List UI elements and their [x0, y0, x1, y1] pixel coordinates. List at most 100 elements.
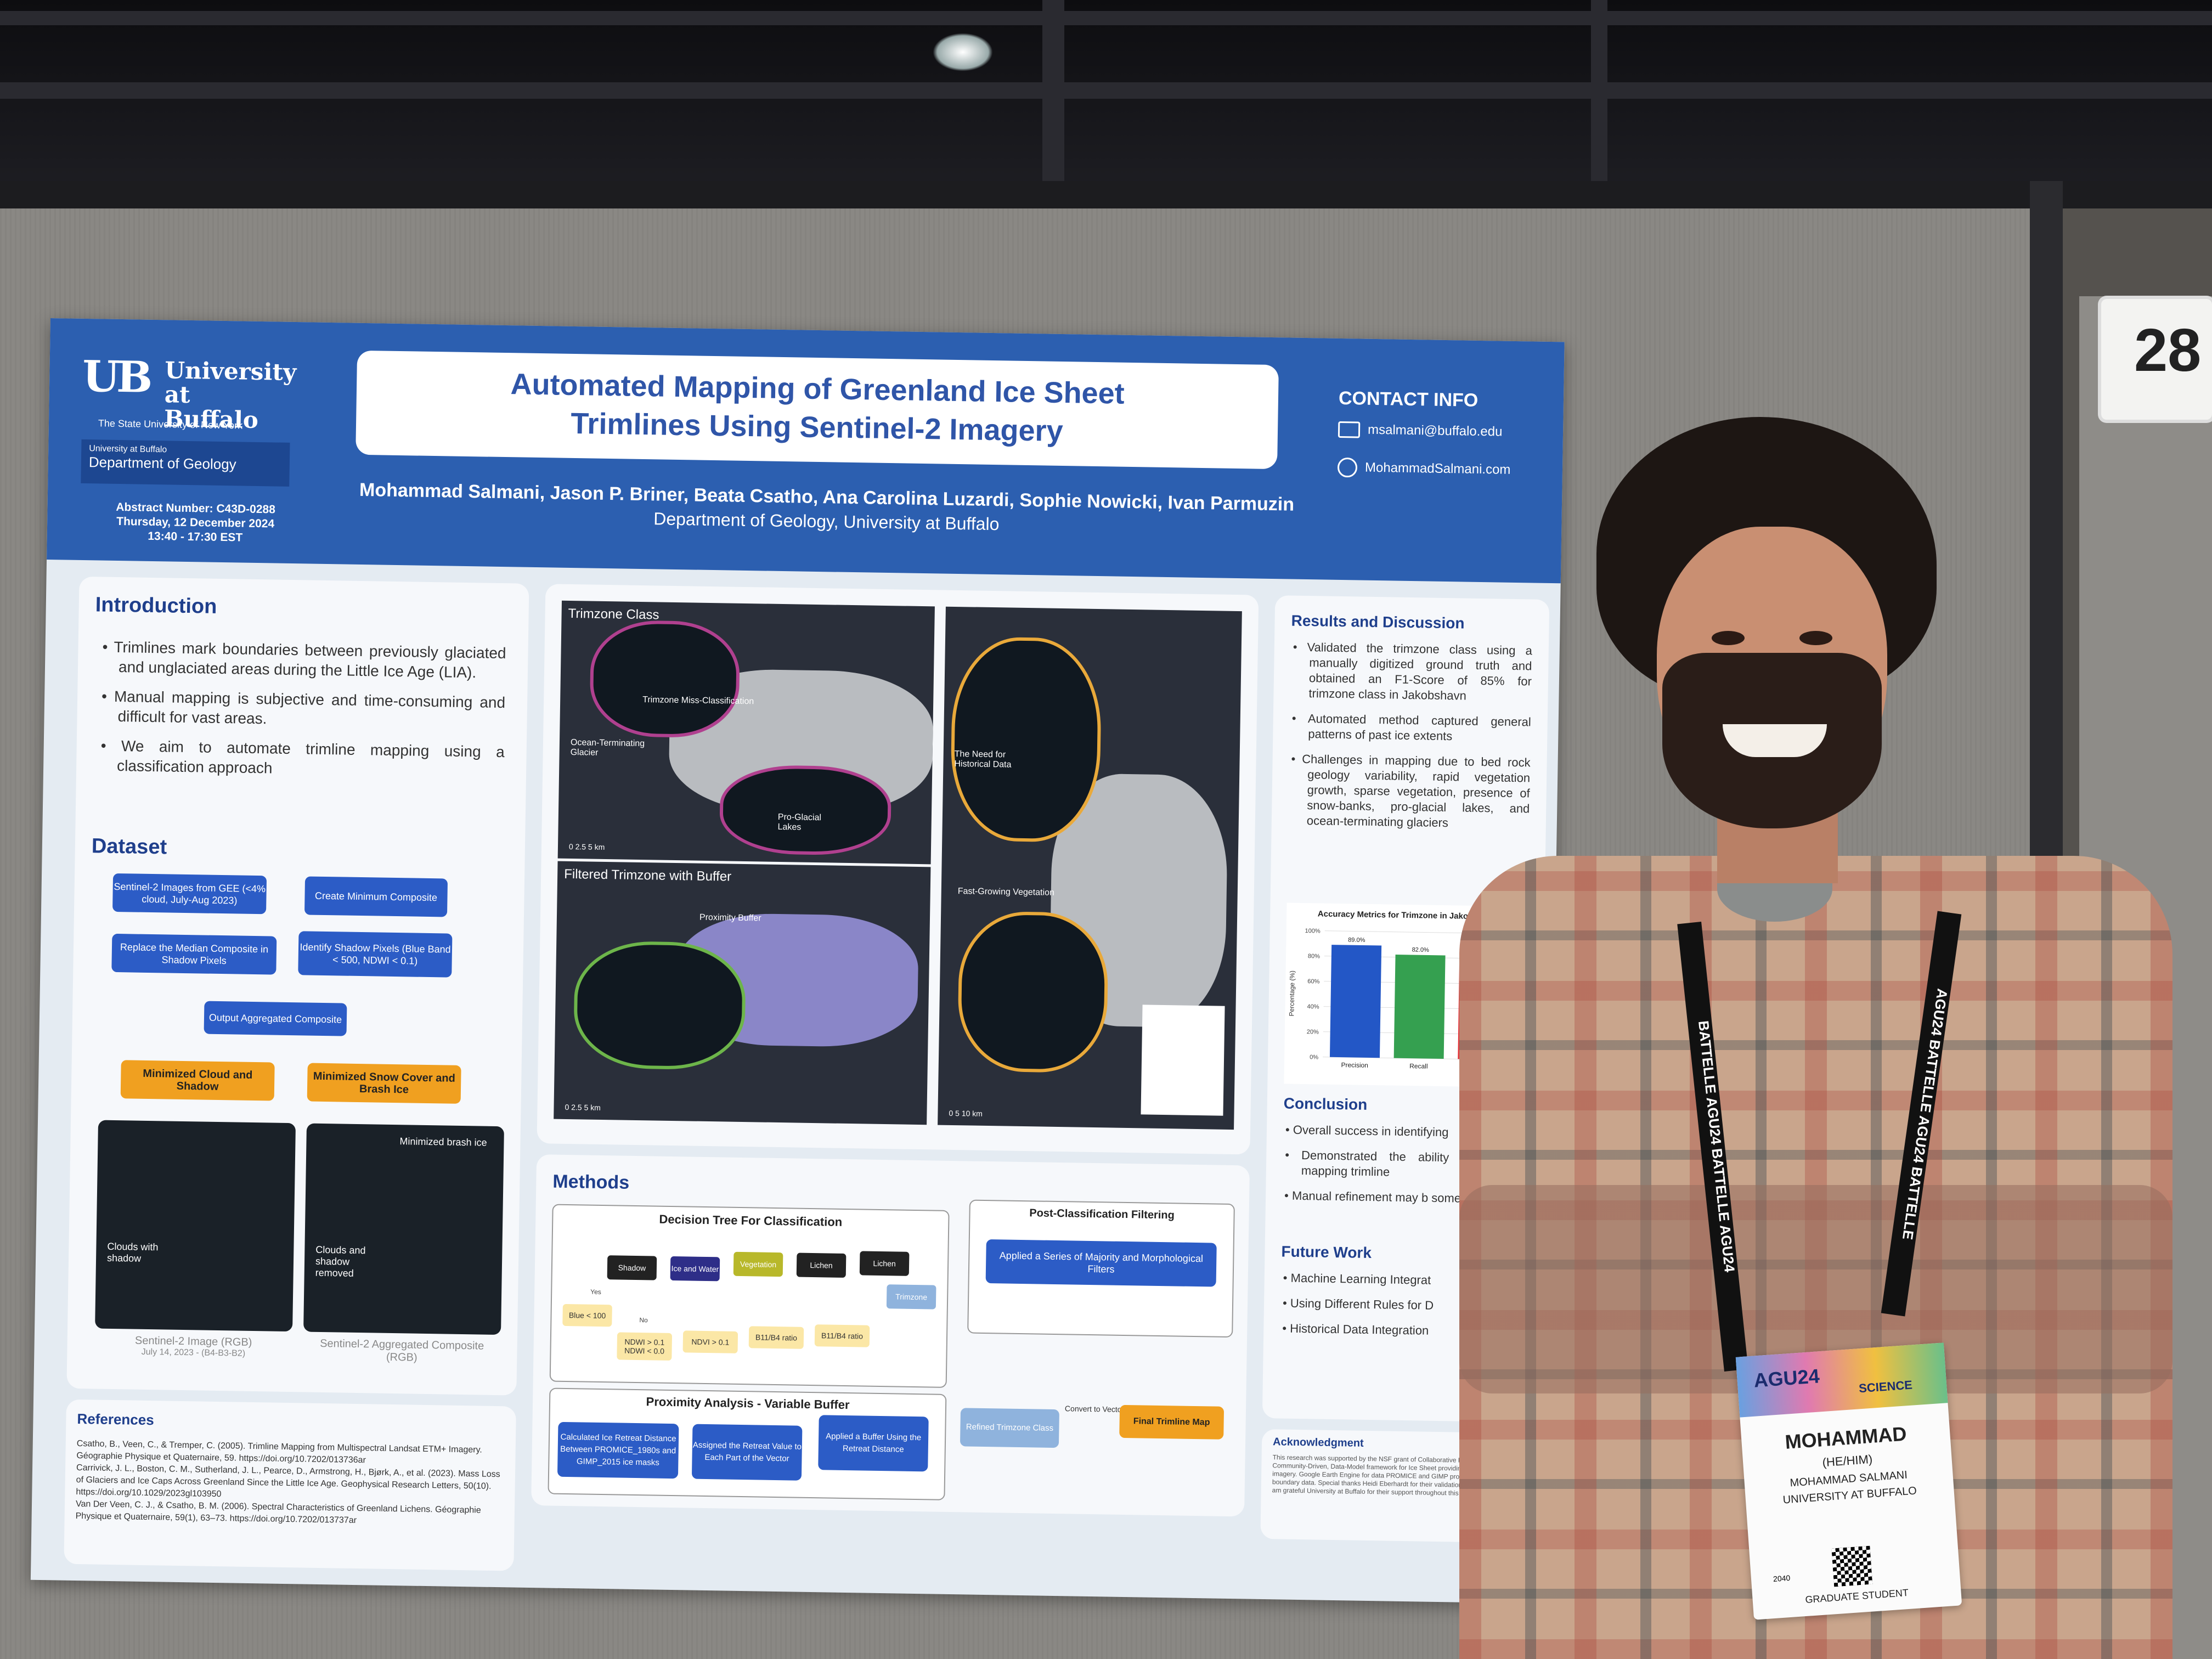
- chart-ytick-label: 80%: [1308, 953, 1320, 960]
- proximity-step-buffer: Applied a Buffer Using the Retreat Dista…: [818, 1415, 929, 1472]
- badge-id: 2040: [1773, 1573, 1791, 1584]
- ceiling-light: [933, 33, 993, 71]
- ceiling-truss: [0, 11, 2212, 25]
- chart-bar: [1329, 945, 1382, 1058]
- chart-ylabel: Percentage (%): [1288, 970, 1296, 1017]
- abstract-time: 13:40 - 17:30 EST: [148, 529, 243, 544]
- flow-result-cloud: Minimized Cloud and Shadow: [120, 1060, 275, 1101]
- chart-value-label: 89.0%: [1348, 937, 1365, 944]
- references-list: Csatho, B., Veen, C., & Tremper, C. (200…: [76, 1438, 505, 1529]
- chart-ytick-label: 100%: [1305, 928, 1321, 934]
- decision-tree-heading: Decision Tree For Classification: [659, 1212, 843, 1229]
- proximity-step-assign: Assigned the Retreat Value to Each Part …: [691, 1424, 803, 1481]
- rock-area: [953, 640, 1099, 840]
- name-badge: AGU24 SCIENCE MOHAMMAD (HE/HIM) MOHAMMAD…: [1735, 1342, 1962, 1620]
- post-classification-heading: Post-Classification Filtering: [1029, 1207, 1175, 1222]
- map-scale: 0 2.5 5 km: [568, 842, 605, 851]
- flow-step-minimum: Create Minimum Composite: [304, 876, 448, 917]
- final-trimline-step: Final Trimline Map: [1119, 1404, 1224, 1440]
- methods-heading: Methods: [552, 1171, 630, 1193]
- ocean-glacier-label: Ocean-Terminating Glacier: [570, 737, 645, 758]
- proximity-step-distance: Calculated Ice Retreat Distance Between …: [557, 1421, 679, 1479]
- node-b11-ratio: B11/B4 ratio: [814, 1324, 870, 1347]
- greenland-inset-map: [1141, 1005, 1225, 1116]
- chart-ytick-label: 20%: [1307, 1029, 1319, 1035]
- decision-tree: Decision Tree For Classification Shadow …: [549, 1204, 950, 1388]
- sentinel-image: Clouds with shadow: [95, 1120, 296, 1332]
- fast-vegetation-label: Fast-Growing Vegetation: [957, 887, 1055, 898]
- node-trimzone: Trimzone: [886, 1284, 936, 1310]
- trimzone-class-title: Trimzone Class: [568, 606, 659, 623]
- envelope-icon: [1338, 421, 1361, 438]
- ceiling-truss: [0, 82, 2212, 99]
- chart-value-label: 82.0%: [1412, 947, 1430, 953]
- acknowledgment-heading: Acknowledgment: [1272, 1436, 1364, 1449]
- ceiling: [0, 0, 2212, 187]
- proximity-buffer-label: Proximity Buffer: [699, 912, 761, 923]
- convert-vector-label: Convert to Vector: [1064, 1404, 1125, 1414]
- proglacial-lakes-label: Pro-Glacial Lakes: [777, 812, 822, 832]
- node-ice-water: Ice and Water: [670, 1256, 720, 1282]
- miss-classification-label: Trimzone Miss-Classification: [642, 695, 754, 707]
- sentinel-image-caption: Sentinel-2 Image (RGB) July 14, 2023 - (…: [134, 1334, 252, 1358]
- flow-step-output: Output Aggregated Composite: [204, 1001, 347, 1036]
- introduction-heading: Introduction: [95, 593, 217, 618]
- filtered-trimzone-title: Filtered Trimzone with Buffer: [563, 866, 732, 884]
- node-shadow: Shadow: [607, 1255, 657, 1280]
- badge-event: AGU24: [1753, 1364, 1820, 1392]
- refined-trimzone-step: Refined Trimzone Class: [960, 1408, 1059, 1448]
- chart-category-label: Precision: [1341, 1061, 1368, 1069]
- node-ndwi-threshold: NDWI > 0.1 NDWI < 0.0: [617, 1332, 673, 1361]
- reference-item: Carrivick, J. L., Boston, C. M., Sutherl…: [76, 1463, 500, 1499]
- chart-bar: [1393, 955, 1446, 1059]
- ceiling-truss: [1042, 0, 1064, 181]
- filtered-trimzone-map: Filtered Trimzone with Buffer Proximity …: [554, 861, 931, 1125]
- smile: [1723, 724, 1827, 757]
- contact-heading: CONTACT INFO: [1338, 387, 1479, 411]
- chart-ytick-label: 40%: [1307, 1003, 1319, 1010]
- branch-no-label: No: [639, 1316, 648, 1324]
- references-box: References Csatho, B., Veen, C., & Tremp…: [64, 1399, 516, 1571]
- methods-panel: Methods Decision Tree For Classification…: [531, 1154, 1250, 1517]
- department-logo-name: Department of Geology: [88, 454, 236, 473]
- map-scale: 0 2.5 5 km: [565, 1102, 601, 1112]
- globe-icon: [1337, 457, 1358, 478]
- flow-step-sentinel: Sentinel-2 Images from GEE (<4% cloud, J…: [112, 873, 267, 915]
- dataset-heading: Dataset: [91, 834, 167, 859]
- composite-image-caption: Sentinel-2 Aggregated Composite (RGB): [319, 1337, 484, 1364]
- badge-qr-code: [1831, 1545, 1873, 1587]
- post-classification-box: Post-Classification Filtering Applied a …: [967, 1199, 1235, 1338]
- booth-frame-top: [0, 181, 2212, 208]
- department-logo: University at Buffalo Department of Geol…: [81, 439, 290, 487]
- accuracy-chart: Accuracy Metrics for Trimzone in Jakobsh…: [1284, 902, 1528, 1088]
- eye: [1712, 631, 1745, 645]
- chart-ytick-label: 0%: [1310, 1054, 1318, 1060]
- chart-ytick-label: 60%: [1307, 978, 1319, 985]
- future-work-heading: Future Work: [1281, 1243, 1372, 1262]
- references-heading: References: [77, 1410, 154, 1429]
- composite-image-label: Clouds and shadow removed: [315, 1244, 366, 1279]
- trimzone-class-map: Trimzone Class Trimzone Miss-Classificat…: [557, 600, 935, 865]
- node-lichen: Lichen: [859, 1251, 910, 1276]
- composite-image: Minimized brash ice Clouds and shadow re…: [303, 1123, 504, 1335]
- branch-yes-label: Yes: [590, 1288, 601, 1296]
- intro-bullet: • Manual mapping is subjective and time-…: [101, 687, 506, 727]
- maps-panel: Trimzone Class Trimzone Miss-Classificat…: [537, 584, 1259, 1155]
- booth-number-sign: 28: [2101, 299, 2212, 420]
- node-b11-ratio: B11/B4 ratio: [748, 1326, 804, 1349]
- introduction-bullets: • Trimlines mark boundaries between prev…: [98, 637, 506, 792]
- accuracy-chart-svg: Accuracy Metrics for Trimzone in Jakobsh…: [1288, 909, 1517, 1071]
- ceiling-truss: [1591, 0, 1607, 181]
- conclusion-heading: Conclusion: [1283, 1094, 1368, 1113]
- intro-bullet: • Trimlines mark boundaries between prev…: [102, 638, 506, 681]
- historical-data-label: The Need for Historical Data: [954, 749, 1012, 770]
- badge-tagline: SCIENCE: [1858, 1378, 1913, 1396]
- jakobshavn-map: The Need for Historical Data Fast-Growin…: [938, 606, 1242, 1130]
- chart-category-label: Recall: [1409, 1062, 1428, 1070]
- poster-title: Automated Mapping of Greenland Ice Sheet…: [356, 350, 1279, 470]
- node-lichen: Lichen: [796, 1252, 847, 1278]
- eye: [1799, 631, 1832, 645]
- flow-step-shadow: Identify Shadow Pixels (Blue Band < 500,…: [298, 931, 453, 978]
- booth-number: 28: [2134, 317, 2202, 384]
- flow-step-median: Replace the Median Composite in Shadow P…: [111, 933, 277, 975]
